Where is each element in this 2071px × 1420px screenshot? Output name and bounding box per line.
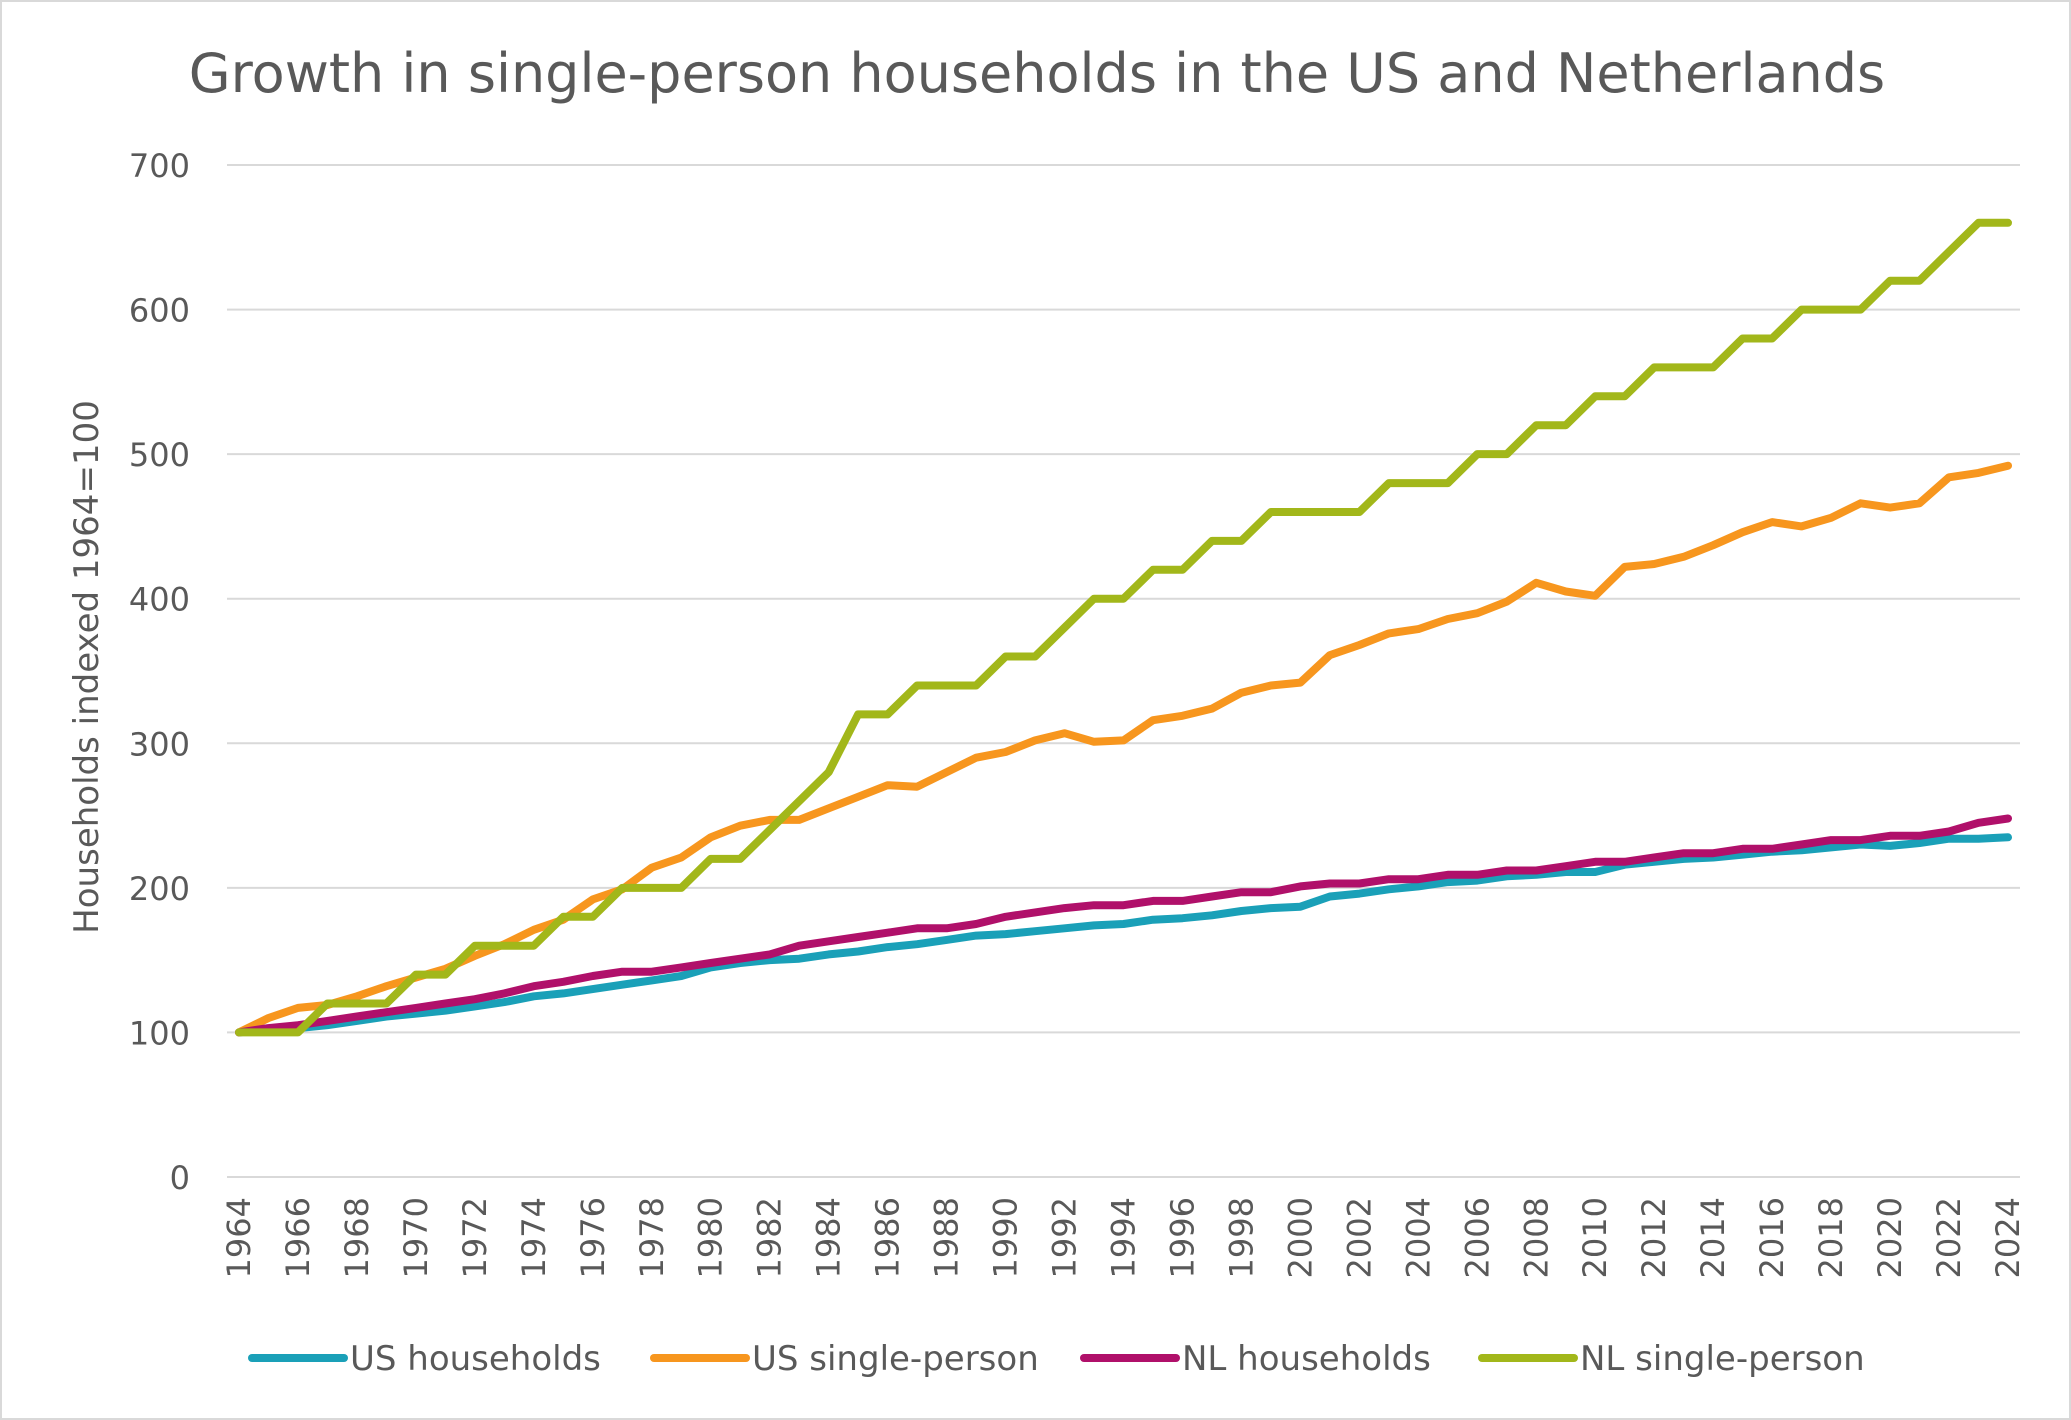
- legend-item-us-households: US households: [248, 1339, 601, 1379]
- y-tick-label: 0: [170, 1159, 190, 1197]
- x-tick-label: 2010: [1576, 1197, 1614, 1278]
- series-line-us-households: [235, 833, 2012, 1037]
- x-tick-label: 2004: [1399, 1197, 1437, 1278]
- x-tick-label: 1976: [574, 1197, 612, 1278]
- x-tick-label: 1978: [633, 1197, 671, 1278]
- x-tick-label: 1994: [1105, 1197, 1143, 1278]
- legend: US households US single-person NL househol…: [248, 1339, 1865, 1379]
- x-tick-label: 1990: [987, 1197, 1025, 1278]
- legend-item-us-single-person: US single-person: [650, 1339, 1039, 1379]
- y-tick-label: 500: [129, 436, 190, 474]
- x-axis-ticks: 1964 1966 1968 1970 1972 1974 1976 1978 1980 1982…: [220, 1197, 2027, 1278]
- x-tick-label: 1964: [220, 1197, 258, 1278]
- series-line-nl-households: [235, 814, 2012, 1037]
- y-axis-label: Households indexed 1964=100: [67, 400, 107, 934]
- x-tick-label: 1986: [869, 1197, 907, 1278]
- y-tick-label: 400: [129, 581, 190, 619]
- series-lines: [235, 218, 2012, 1037]
- y-tick-label: 100: [129, 1014, 190, 1052]
- legend-item-nl-households: NL households: [1080, 1339, 1431, 1379]
- x-tick-label: 1982: [751, 1197, 789, 1278]
- legend-item-nl-single-person: NL single-person: [1478, 1339, 1865, 1379]
- x-tick-label: 2002: [1340, 1197, 1378, 1278]
- y-tick-label: 300: [129, 725, 190, 763]
- legend-label: US single-person: [752, 1339, 1039, 1379]
- y-tick-label: 700: [129, 147, 190, 185]
- x-tick-label: 2006: [1458, 1197, 1496, 1278]
- x-tick-label: 1980: [692, 1197, 730, 1278]
- x-tick-label: 2000: [1281, 1197, 1319, 1278]
- x-tick-label: 1984: [810, 1197, 848, 1278]
- y-tick-label: 200: [129, 870, 190, 908]
- y-axis-ticks: 0 100 200 300 400 500 600 700: [129, 147, 190, 1197]
- gridlines: [227, 164, 2020, 1178]
- x-tick-label: 2012: [1635, 1197, 1673, 1278]
- y-tick-label: 600: [129, 292, 190, 330]
- x-tick-label: 2016: [1753, 1197, 1791, 1278]
- chart-title: Growth in single-person households in th…: [189, 42, 1885, 105]
- x-tick-label: 2022: [1930, 1197, 1968, 1278]
- series-line-nl-single-person: [235, 218, 2012, 1037]
- x-tick-label: 1968: [338, 1197, 376, 1278]
- series-line-us-single-person: [235, 461, 2012, 1037]
- x-tick-label: 1966: [279, 1197, 317, 1278]
- x-tick-label: 1972: [456, 1197, 494, 1278]
- x-tick-label: 2008: [1517, 1197, 1555, 1278]
- x-tick-label: 1996: [1163, 1197, 1201, 1278]
- x-tick-label: 1988: [928, 1197, 966, 1278]
- legend-label: US households: [350, 1339, 601, 1379]
- x-tick-label: 1998: [1222, 1197, 1260, 1278]
- legend-label: NL single-person: [1580, 1339, 1865, 1379]
- x-tick-label: 1974: [515, 1197, 553, 1278]
- x-tick-label: 2018: [1812, 1197, 1850, 1278]
- x-tick-label: 2020: [1871, 1197, 1909, 1278]
- x-tick-label: 1970: [397, 1197, 435, 1278]
- x-tick-label: 1992: [1046, 1197, 1084, 1278]
- legend-label: NL households: [1182, 1339, 1431, 1379]
- x-tick-label: 2024: [1989, 1197, 2027, 1278]
- x-tick-label: 2014: [1694, 1197, 1732, 1278]
